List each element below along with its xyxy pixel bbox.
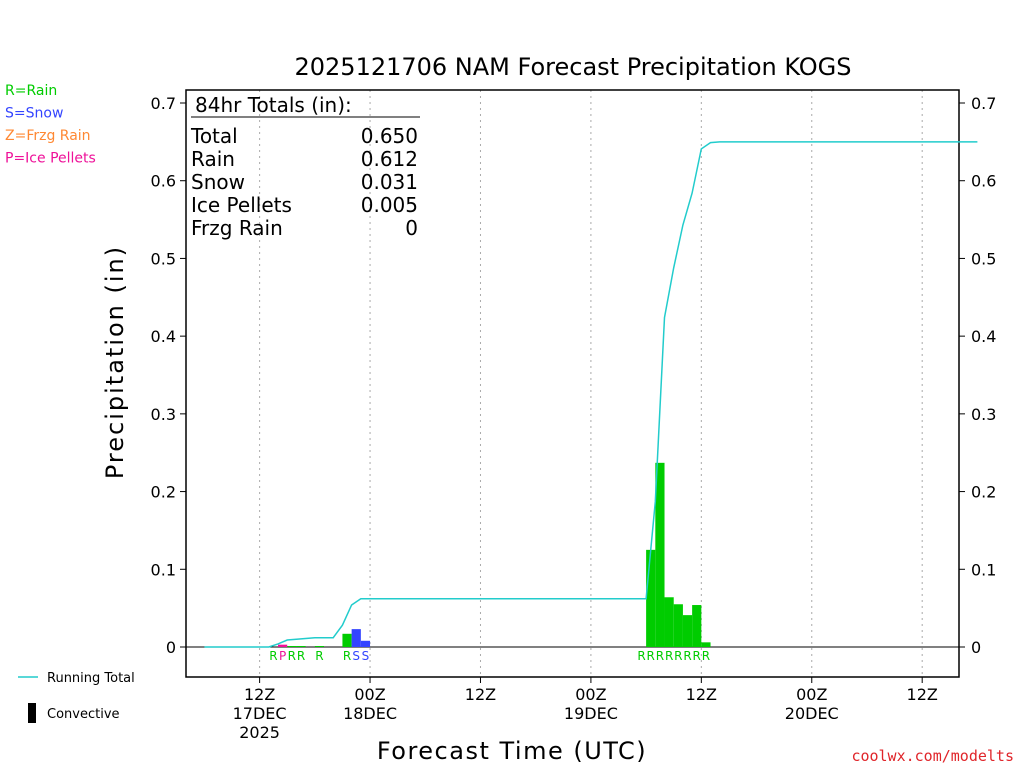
precip-type-label: R — [674, 649, 682, 663]
y-tick-label-right: 0.3 — [971, 405, 996, 424]
x-tick-label: 12Z — [465, 685, 496, 704]
precip-bar — [692, 605, 702, 647]
precip-bar — [701, 642, 711, 647]
x-tick-label: 00Z — [575, 685, 606, 704]
totals-row-label: Frzg Rain — [191, 216, 283, 240]
y-tick-label-left: 0.5 — [151, 249, 176, 268]
totals-row-label: Total — [190, 124, 238, 148]
y-tick-label-right: 0.4 — [971, 327, 996, 346]
series-legend: Running Total Convective — [18, 671, 135, 723]
x-tick-label: 18DEC — [343, 704, 397, 723]
y-tick-label-right: 0.5 — [971, 249, 996, 268]
y-tick-label-left: 0.1 — [151, 560, 176, 579]
running-total-line — [204, 141, 978, 648]
precip-type-label: R — [683, 649, 691, 663]
x-tick-label: 20DEC — [785, 704, 839, 723]
precip-bar — [664, 597, 674, 647]
precip-type-label: S — [362, 649, 370, 663]
precip-type-label: R — [315, 649, 323, 663]
totals-heading: 84hr Totals (in): — [195, 93, 352, 117]
precip-type-label: R — [665, 649, 673, 663]
y-tick-label-left: 0 — [166, 638, 176, 657]
precip-type-label: R — [693, 649, 701, 663]
precip-bar — [278, 644, 288, 647]
precip-type-label: R — [656, 649, 664, 663]
y-tick-label-left: 0.6 — [151, 172, 176, 191]
precip-type-label: R — [288, 649, 296, 663]
x-tick-label: 00Z — [354, 685, 385, 704]
type-legend-item: P=Ice Pellets — [5, 151, 96, 167]
totals-row-label: Snow — [191, 170, 245, 194]
precip-type-label: R — [297, 649, 305, 663]
y-tick-label-right: 0.1 — [971, 560, 996, 579]
totals-row-value: 0.650 — [361, 124, 418, 148]
y-axis-ticks: 0 0 0.1 0.1 0.2 0.2 0.3 0.3 0.4 0.4 0.5 0.5 0.6 0.6 0.… — [151, 94, 997, 657]
totals-row-value: 0.031 — [361, 170, 418, 194]
precip-bar — [655, 462, 665, 647]
y-tick-label-right: 0 — [971, 638, 981, 657]
x-tick-label: 2025 — [239, 723, 280, 742]
precip-bars — [278, 462, 711, 647]
x-tick-label: 19DEC — [564, 704, 618, 723]
convective-legend-label: Convective — [47, 707, 120, 722]
type-legend-item: Z=Frzg Rain — [5, 128, 91, 144]
chart-title: 2025121706 NAM Forecast Precipitation KO… — [294, 53, 851, 81]
precip-type-label: S — [352, 649, 360, 663]
totals-row-value: 0.005 — [361, 193, 418, 217]
precip-type-label: R — [269, 649, 277, 663]
y-tick-label-left: 0.7 — [151, 94, 176, 113]
precip-type-legend: R=Rain S=Snow Z=Frzg Rain P=Ice Pellets — [5, 83, 96, 167]
totals-row-value: 0 — [405, 216, 418, 240]
y-tick-label-right: 0.2 — [971, 483, 996, 502]
x-tick-label: 12Z — [907, 685, 938, 704]
x-tick-label: 12Z — [686, 685, 717, 704]
totals-row-label: Ice Pellets — [191, 193, 292, 217]
precip-bar — [351, 629, 361, 647]
convective-legend-swatch — [28, 703, 36, 723]
type-legend-item: S=Snow — [5, 106, 63, 122]
type-legend-item: R=Rain — [5, 83, 57, 99]
plot-frame — [185, 89, 960, 678]
y-tick-label-left: 0.3 — [151, 405, 176, 424]
precip-bar — [646, 549, 656, 647]
precip-bar — [673, 604, 683, 647]
running-total-legend-label: Running Total — [47, 671, 135, 686]
y-tick-label-left: 0.2 — [151, 483, 176, 502]
y-axis-label: Precipitation (in) — [101, 245, 129, 479]
x-axis-label: Forecast Time (UTC) — [377, 737, 647, 765]
precip-type-label: P — [279, 649, 286, 663]
totals-row-label: Rain — [191, 147, 235, 171]
precip-type-label: R — [647, 649, 655, 663]
y-tick-label-left: 0.4 — [151, 327, 176, 346]
precip-bar — [360, 640, 371, 647]
vertical-gridlines — [259, 90, 923, 677]
x-tick-label: 12Z — [244, 685, 275, 704]
precip-bar — [296, 646, 306, 647]
precip-bar — [342, 633, 352, 647]
precip-bar — [682, 615, 693, 647]
x-tick-label: 17DEC — [233, 704, 287, 723]
precip-type-label: R — [702, 649, 710, 663]
precip-bar — [287, 646, 297, 647]
totals-box: 84hr Totals (in): Total 0.650 Rain 0.612 Sno… — [190, 93, 420, 240]
precip-type-label: R — [343, 649, 351, 663]
x-tick-label: 00Z — [796, 685, 827, 704]
credit-text: coolwx.com/modelts — [851, 747, 1014, 765]
totals-row-value: 0.612 — [361, 147, 418, 171]
y-tick-label-right: 0.7 — [971, 94, 996, 113]
y-tick-label-right: 0.6 — [971, 172, 996, 191]
precip-bar — [314, 646, 325, 647]
precip-type-label: R — [637, 649, 645, 663]
